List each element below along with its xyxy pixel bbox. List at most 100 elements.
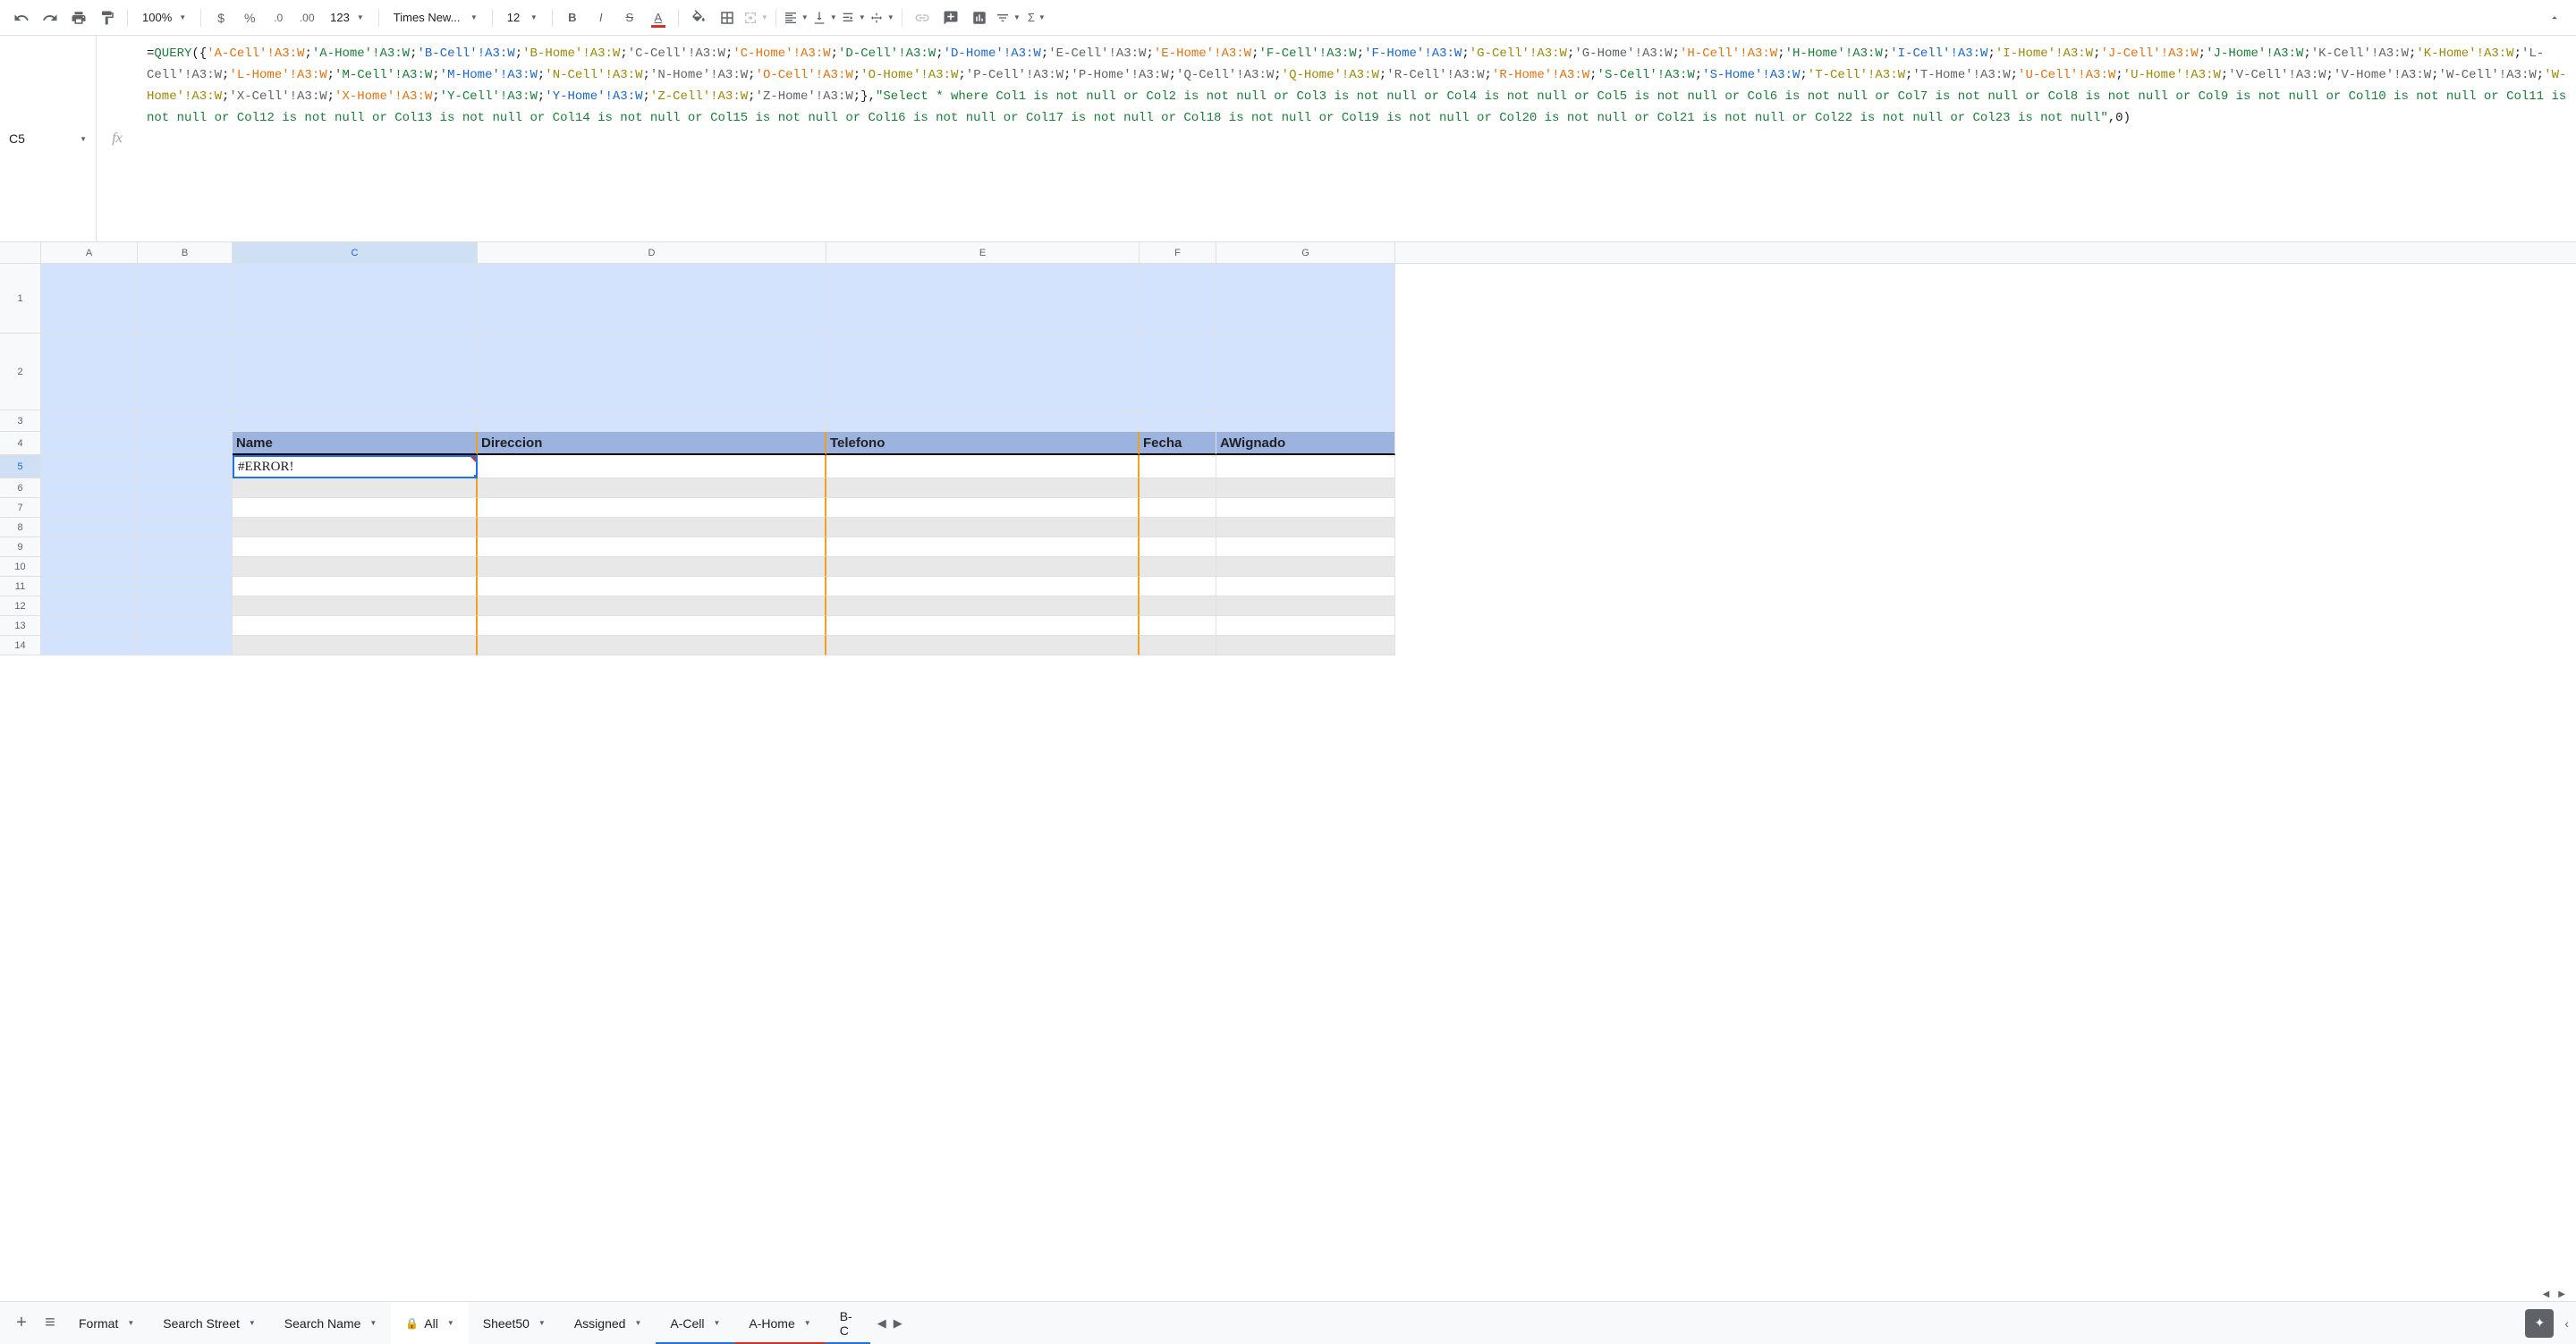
number-format-dropdown[interactable]: 123▼ [323, 5, 371, 30]
add-sheet-button[interactable]: + [7, 1309, 36, 1338]
cell-C8[interactable] [233, 518, 478, 537]
cell-F11[interactable] [1140, 577, 1216, 596]
cell-F9[interactable] [1140, 537, 1216, 557]
cell-F5[interactable] [1140, 455, 1216, 478]
cell-F6[interactable] [1140, 478, 1216, 498]
cell-E10[interactable] [826, 557, 1140, 577]
cell-G6[interactable] [1216, 478, 1395, 498]
text-wrap-button[interactable]: ▼ [841, 5, 866, 30]
sheet-tab-all[interactable]: 🔒All▼ [391, 1302, 468, 1344]
row-header-7[interactable]: 7 [0, 498, 41, 518]
cell-G1[interactable] [1216, 264, 1395, 334]
cell-C12[interactable] [233, 596, 478, 616]
cell-F7[interactable] [1140, 498, 1216, 518]
row-header-12[interactable]: 12 [0, 596, 41, 616]
column-header-G[interactable]: G [1216, 242, 1395, 263]
sheet-tab-search-street[interactable]: Search Street▼ [148, 1302, 270, 1344]
cell-D4[interactable]: Direccion [478, 432, 826, 455]
cell-G9[interactable] [1216, 537, 1395, 557]
cell-D9[interactable] [478, 537, 826, 557]
cell-F14[interactable] [1140, 636, 1216, 655]
cell-E3[interactable] [826, 410, 1140, 432]
filter-button[interactable]: ▼ [996, 5, 1021, 30]
cell-B4[interactable] [138, 432, 233, 455]
all-sheets-button[interactable]: ≡ [36, 1309, 64, 1338]
sheet-nav-left[interactable]: ◀ [877, 1316, 886, 1331]
cell-D13[interactable] [478, 616, 826, 636]
percent-button[interactable]: % [237, 5, 262, 30]
cell-A7[interactable] [41, 498, 138, 518]
cell-B13[interactable] [138, 616, 233, 636]
cell-F2[interactable] [1140, 334, 1216, 410]
vertical-align-button[interactable]: ▼ [812, 5, 837, 30]
column-header-C[interactable]: C [233, 242, 478, 263]
merge-cells-button[interactable]: ▼ [743, 5, 768, 30]
bold-button[interactable]: B [560, 5, 585, 30]
cell-C14[interactable] [233, 636, 478, 655]
row-header-10[interactable]: 10 [0, 557, 41, 577]
cell-F10[interactable] [1140, 557, 1216, 577]
name-box[interactable]: C5 ▼ [0, 36, 97, 241]
column-header-E[interactable]: E [826, 242, 1140, 263]
cell-C6[interactable] [233, 478, 478, 498]
row-header-3[interactable]: 3 [0, 410, 41, 432]
cell-G12[interactable] [1216, 596, 1395, 616]
paint-format-button[interactable] [95, 5, 120, 30]
cell-C13[interactable] [233, 616, 478, 636]
cell-D7[interactable] [478, 498, 826, 518]
cell-E2[interactable] [826, 334, 1140, 410]
sheet-nav-right[interactable]: ▶ [894, 1316, 902, 1331]
row-header-14[interactable]: 14 [0, 636, 41, 655]
cell-C2[interactable] [233, 334, 478, 410]
sheet-tab-format[interactable]: Format▼ [64, 1302, 148, 1344]
sheet-tab-a-cell[interactable]: A-Cell▼ [656, 1302, 734, 1344]
cell-B5[interactable] [138, 455, 233, 478]
cell-A9[interactable] [41, 537, 138, 557]
sheet-tab-sheet50[interactable]: Sheet50▼ [469, 1302, 560, 1344]
cell-B8[interactable] [138, 518, 233, 537]
cell-D6[interactable] [478, 478, 826, 498]
column-header-A[interactable]: A [41, 242, 138, 263]
strikethrough-button[interactable]: S [617, 5, 642, 30]
cell-G14[interactable] [1216, 636, 1395, 655]
horizontal-align-button[interactable]: ▼ [784, 5, 809, 30]
cell-G3[interactable] [1216, 410, 1395, 432]
cell-F1[interactable] [1140, 264, 1216, 334]
cell-B12[interactable] [138, 596, 233, 616]
cell-D5[interactable] [478, 455, 826, 478]
cell-B11[interactable] [138, 577, 233, 596]
cell-E5[interactable] [826, 455, 1140, 478]
sheet-tab-search-name[interactable]: Search Name▼ [270, 1302, 392, 1344]
functions-button[interactable]: Σ▼ [1024, 5, 1049, 30]
cell-C7[interactable] [233, 498, 478, 518]
row-header-5[interactable]: 5 [0, 455, 41, 478]
cell-E7[interactable] [826, 498, 1140, 518]
cell-F13[interactable] [1140, 616, 1216, 636]
sheet-tab-assigned[interactable]: Assigned▼ [560, 1302, 657, 1344]
cell-A3[interactable] [41, 410, 138, 432]
cell-C5[interactable]: #ERROR! [233, 455, 478, 478]
font-dropdown[interactable]: Times New...▼ [386, 5, 485, 30]
column-header-B[interactable]: B [138, 242, 233, 263]
zoom-dropdown[interactable]: 100%▼ [135, 5, 193, 30]
cell-E8[interactable] [826, 518, 1140, 537]
cell-C4[interactable]: Name [233, 432, 478, 455]
cell-F3[interactable] [1140, 410, 1216, 432]
column-header-F[interactable]: F [1140, 242, 1216, 263]
cell-E14[interactable] [826, 636, 1140, 655]
cell-C1[interactable] [233, 264, 478, 334]
decrease-decimal-button[interactable]: .0 [266, 5, 291, 30]
cell-A1[interactable] [41, 264, 138, 334]
currency-button[interactable]: $ [208, 5, 233, 30]
text-color-button[interactable]: A [646, 5, 671, 30]
cell-E9[interactable] [826, 537, 1140, 557]
row-header-6[interactable]: 6 [0, 478, 41, 498]
explore-button[interactable]: ✦ [2525, 1309, 2554, 1338]
redo-button[interactable] [38, 5, 63, 30]
cell-G10[interactable] [1216, 557, 1395, 577]
side-panel-toggle[interactable]: ‹ [2564, 1316, 2569, 1331]
cell-C9[interactable] [233, 537, 478, 557]
cell-F8[interactable] [1140, 518, 1216, 537]
cell-A14[interactable] [41, 636, 138, 655]
insert-link-button[interactable] [910, 5, 935, 30]
